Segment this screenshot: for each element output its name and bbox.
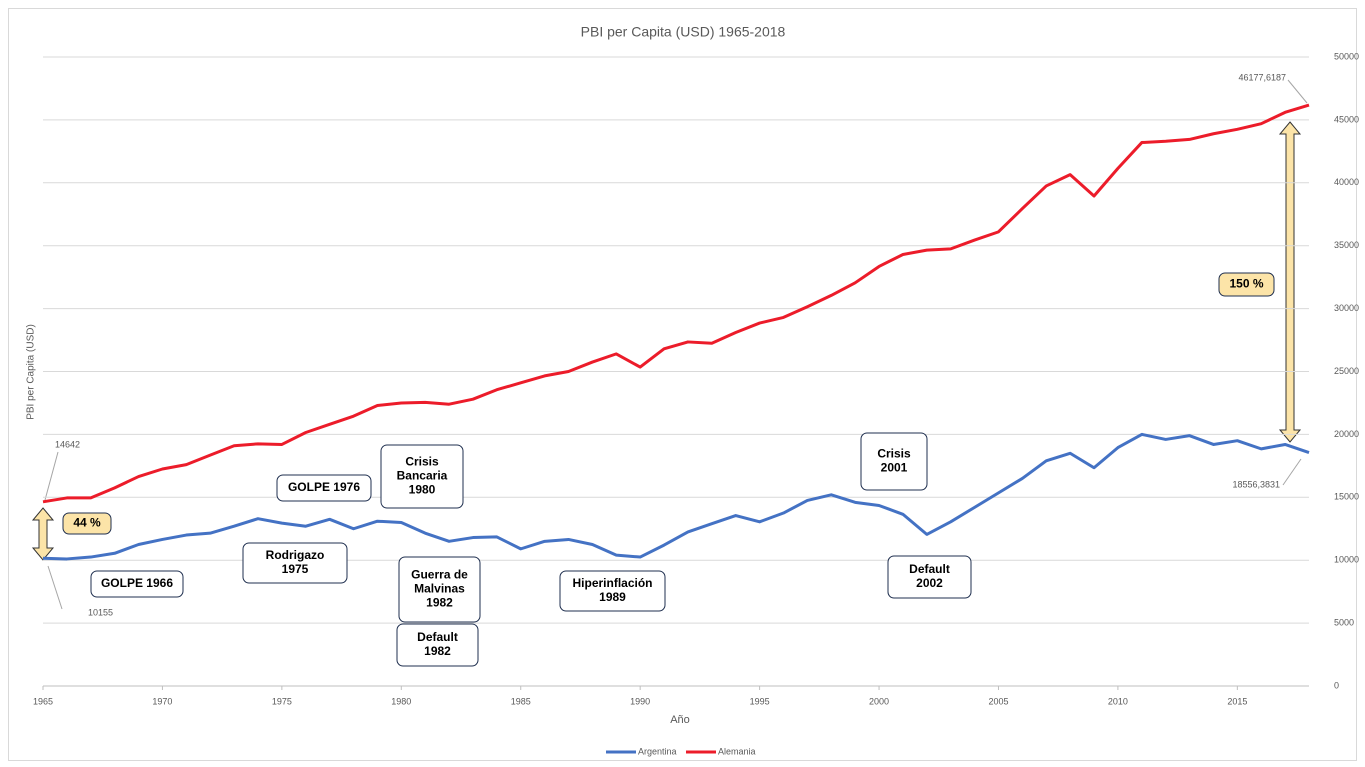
annotation-box <box>62 512 112 535</box>
annotation: GOLPE 1966 <box>90 570 184 598</box>
annotation-text: Default <box>417 630 458 644</box>
annotation-text: GOLPE 1966 <box>101 576 173 590</box>
y-axis-label: PBI per Capita (USD) <box>26 324 37 420</box>
x-tick-label: 1970 <box>152 696 172 706</box>
annotation-text: 1982 <box>424 644 451 658</box>
x-tick-label: 2010 <box>1108 696 1128 706</box>
data-label: 10155 <box>88 607 113 617</box>
annotation-box <box>276 474 372 502</box>
x-tick-label: 2015 <box>1227 696 1247 706</box>
x-tick-label: 2000 <box>869 696 889 706</box>
y-tick-label: 50000 <box>1334 51 1359 61</box>
annotation-box <box>1218 272 1275 297</box>
annotation-text: GOLPE 1976 <box>288 480 360 494</box>
x-tick-label: 1980 <box>391 696 411 706</box>
chart-frame <box>8 8 1357 761</box>
annotation: GOLPE 1976 <box>276 474 372 502</box>
data-label: 18556,3831 <box>1232 479 1280 489</box>
annotation-text: 1982 <box>426 596 453 610</box>
annotation: 150 % <box>1218 272 1275 297</box>
annotation-text: 2002 <box>916 576 943 590</box>
annotation-text: Bancaria <box>397 469 448 483</box>
annotation: 44 % <box>62 512 112 535</box>
annotation-text: 44 % <box>73 516 101 530</box>
chart-title: PBI per Capita (USD) 1965-2018 <box>581 24 786 40</box>
x-axis-label: Año <box>670 714 690 726</box>
x-tick-label: 2005 <box>988 696 1008 706</box>
y-tick-label: 25000 <box>1334 366 1359 376</box>
annotation-text: 1989 <box>599 590 626 604</box>
leader-lines <box>44 79 1308 610</box>
annotation-box <box>90 570 184 598</box>
annotation-box <box>559 570 666 612</box>
annotation-box <box>242 542 348 584</box>
x-tick-label: 1975 <box>272 696 292 706</box>
y-tick-label: 5000 <box>1334 617 1354 627</box>
y-tick-label: 40000 <box>1334 177 1359 187</box>
x-tick-label: 1965 <box>33 696 53 706</box>
annotation-text: Rodrigazo <box>266 548 325 562</box>
y-tick-label: 10000 <box>1334 555 1359 565</box>
y-tick-label: 45000 <box>1334 114 1359 124</box>
annotation-text: Hiperinflación <box>572 576 652 590</box>
arrow-right <box>1278 121 1302 443</box>
annotation-box <box>887 555 972 599</box>
data-label: 14642 <box>55 439 80 449</box>
annotation-box <box>860 432 928 491</box>
annotation-text: Malvinas <box>414 582 465 596</box>
annotation-box <box>398 556 481 623</box>
annotation-text: Guerra de <box>411 568 468 582</box>
y-tick-label: 20000 <box>1334 429 1359 439</box>
annotation-box <box>396 623 479 667</box>
y-tick-label: 30000 <box>1334 303 1359 313</box>
legend-label: Argentina <box>638 746 677 756</box>
annotation-text: Crisis <box>405 455 439 469</box>
legend-label: Alemania <box>718 746 756 756</box>
x-tick-label: 1990 <box>630 696 650 706</box>
data-label: 46177,6187 <box>1238 72 1286 82</box>
annotation-text: 1975 <box>282 562 309 576</box>
series-line <box>42 432 1310 561</box>
annotation-box <box>380 444 464 509</box>
x-tick-label: 1985 <box>511 696 531 706</box>
annotation-text: Crisis <box>877 447 911 461</box>
annotation-text: Default <box>909 562 950 576</box>
x-tick-label: 1995 <box>750 696 770 706</box>
annotation-text: 150 % <box>1229 277 1263 291</box>
y-tick-label: 15000 <box>1334 492 1359 502</box>
series-line <box>42 103 1310 504</box>
annotation-text: 1980 <box>409 483 436 497</box>
y-tick-label: 0 <box>1334 680 1339 690</box>
y-tick-label: 35000 <box>1334 240 1359 250</box>
annotation-text: 2001 <box>881 461 908 475</box>
